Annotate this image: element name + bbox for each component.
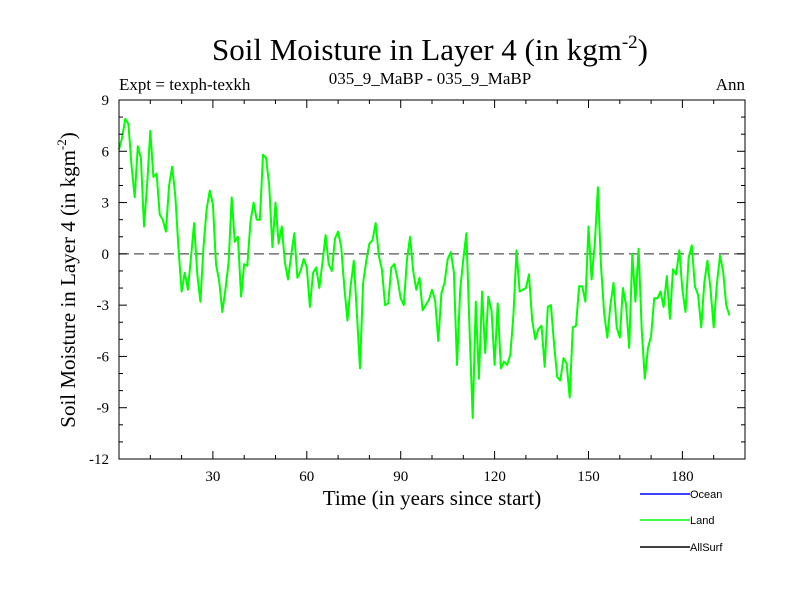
y-tick-label: 0	[102, 247, 110, 263]
x-axis-ticks: 30 60 90 120 150 180	[149, 100, 715, 485]
x-tick-label: 120	[483, 469, 506, 485]
plot-axes	[118, 99, 746, 460]
period-label: Ann	[716, 75, 746, 94]
plot-frame	[118, 99, 746, 460]
x-tick-label: 90	[393, 469, 408, 485]
legend-item-ocean: Ocean	[640, 489, 722, 501]
series-line-land	[118, 117, 731, 419]
series-group	[118, 117, 731, 419]
legend-item-allsurf: AllSurf	[640, 542, 723, 554]
y-tick-label: -12	[89, 452, 109, 468]
y-tick-label: -6	[97, 349, 110, 365]
legend-label-allsurf: AllSurf	[690, 542, 723, 554]
x-tick-label: 150	[577, 469, 600, 485]
y-tick-label: -9	[97, 401, 110, 417]
y-tick-label: 9	[102, 93, 110, 109]
x-tick-label: 30	[205, 469, 220, 485]
legend: Ocean Land AllSurf	[640, 489, 723, 554]
y-tick-label: 6	[102, 144, 110, 160]
chart-subtitle: 035_9_MaBP - 035_9_MaBP	[329, 69, 531, 88]
y-tick-label: 3	[102, 196, 110, 212]
x-tick-label: 60	[299, 469, 314, 485]
y-tick-label: -3	[97, 298, 110, 314]
chart-title: Soil Moisture in Layer 4 (in kgm-2)	[212, 32, 648, 67]
x-axis-label: Time (in years since start)	[323, 486, 542, 510]
legend-item-land: Land	[640, 515, 714, 527]
x-tick-label: 180	[671, 469, 694, 485]
y-axis-ticks: -12 -9 -6 -3 0 3 6 9	[89, 93, 745, 468]
experiment-label: Expt = texph-texkh	[119, 75, 251, 94]
y-axis-label: Soil Moisture in Layer 4 (in kgm-2)	[54, 132, 80, 427]
legend-label-ocean: Ocean	[690, 489, 722, 501]
legend-label-land: Land	[690, 515, 714, 527]
